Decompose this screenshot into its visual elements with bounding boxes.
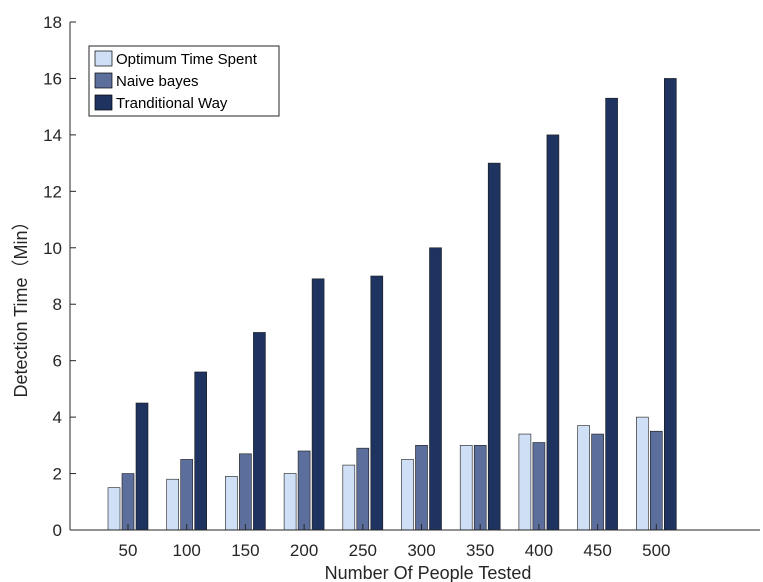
bar-optimum-time-spent-50 <box>107 487 121 531</box>
bar-tranditional-way-200 <box>311 278 325 531</box>
bar-optimum-time-spent-350 <box>459 445 473 531</box>
legend-label-optimum: Optimum Time Spent <box>116 51 258 68</box>
x-tick-label: 100 <box>173 541 201 560</box>
legend-swatch-optimum <box>94 50 113 67</box>
bar-tranditional-way-350 <box>487 162 501 531</box>
x-tick-label: 50 <box>119 541 138 560</box>
x-tick-label: 500 <box>642 541 670 560</box>
y-tick-label: 0 <box>53 521 62 540</box>
legend-swatch-traditional <box>94 94 113 111</box>
legend-label-traditional: Tranditional Way <box>116 95 228 112</box>
bar-tranditional-way-100 <box>194 371 207 531</box>
x-axis-title: Number Of People Tested <box>325 563 532 582</box>
bar-tranditional-way-500 <box>663 78 677 531</box>
bars-layer <box>107 78 677 531</box>
legend: Optimum Time Spent Naive bayes Tranditio… <box>88 45 280 117</box>
bar-tranditional-way-150 <box>253 332 266 531</box>
bar-naive-bayes-250 <box>356 447 370 531</box>
bar-naive-bayes-300 <box>415 445 428 531</box>
bar-naive-bayes-350 <box>473 445 487 531</box>
bar-tranditional-way-450 <box>605 97 618 531</box>
bar-optimum-time-spent-150 <box>225 476 238 531</box>
axes-layer <box>69 21 760 531</box>
bar-naive-bayes-400 <box>532 442 546 531</box>
bar-optimum-time-spent-300 <box>401 459 414 531</box>
y-tick-label: 18 <box>43 13 62 32</box>
x-tick-label: 200 <box>290 541 318 560</box>
bar-optimum-time-spent-200 <box>283 473 297 531</box>
bar-tranditional-way-250 <box>370 275 384 531</box>
y-tick-label: 14 <box>43 126 62 145</box>
x-tick-label: 400 <box>525 541 553 560</box>
bar-naive-bayes-500 <box>649 430 663 531</box>
x-tick-label: 450 <box>583 541 611 560</box>
y-tick-label: 10 <box>43 239 62 258</box>
legend-swatch-naive-bayes <box>94 72 113 89</box>
bar-tranditional-way-300 <box>429 247 442 531</box>
y-tick-label: 16 <box>43 69 62 88</box>
bar-tranditional-way-400 <box>546 134 560 531</box>
x-tick-label: 350 <box>466 541 494 560</box>
bar-naive-bayes-200 <box>297 450 311 531</box>
y-axis-title: Detection Time（Min） <box>11 212 31 397</box>
x-tick-label: 250 <box>349 541 377 560</box>
bar-optimum-time-spent-450 <box>577 425 590 531</box>
bar-naive-bayes-150 <box>239 453 252 531</box>
bar-optimum-time-spent-250 <box>342 464 356 531</box>
y-tick-labels: 0 2 4 6 8 10 12 14 16 18 <box>43 13 62 540</box>
bar-naive-bayes-50 <box>121 473 135 531</box>
bar-optimum-time-spent-500 <box>635 416 649 531</box>
bar-optimum-time-spent-100 <box>166 478 179 531</box>
y-tick-label: 6 <box>53 352 62 371</box>
x-tick-labels: 50 100 150 200 250 300 350 400 450 500 <box>119 541 671 560</box>
bar-naive-bayes-100 <box>180 459 193 531</box>
y-tick-label: 4 <box>53 408 62 427</box>
y-tick-label: 2 <box>53 465 62 484</box>
bar-tranditional-way-50 <box>135 402 149 531</box>
legend-box <box>88 45 280 117</box>
bar-naive-bayes-450 <box>591 433 604 531</box>
bar-optimum-time-spent-400 <box>518 433 532 531</box>
x-tick-label: 150 <box>231 541 259 560</box>
y-tick-label: 8 <box>53 295 62 314</box>
x-tick-label: 300 <box>407 541 435 560</box>
y-tick-label: 12 <box>43 182 62 201</box>
legend-label-naive-bayes: Naive bayes <box>116 73 199 90</box>
